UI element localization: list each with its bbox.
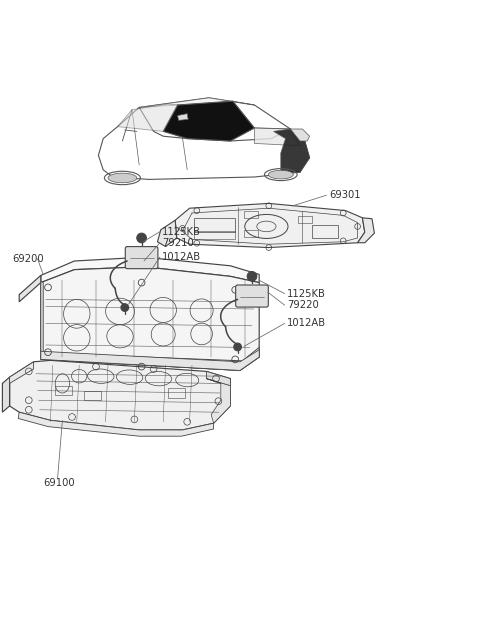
Polygon shape — [19, 281, 259, 370]
Polygon shape — [274, 129, 310, 173]
Polygon shape — [290, 129, 310, 141]
Bar — [244, 211, 258, 218]
Polygon shape — [157, 220, 177, 247]
FancyBboxPatch shape — [236, 285, 268, 307]
Bar — [194, 231, 235, 239]
Polygon shape — [178, 114, 188, 121]
Polygon shape — [206, 379, 230, 423]
Bar — [298, 216, 312, 222]
Ellipse shape — [108, 173, 137, 183]
Text: 1012AB: 1012AB — [287, 318, 326, 328]
Polygon shape — [41, 350, 259, 370]
Bar — [55, 386, 72, 396]
Polygon shape — [206, 371, 230, 386]
Text: 1125KB: 1125KB — [287, 289, 326, 298]
Circle shape — [121, 303, 129, 311]
Polygon shape — [10, 360, 230, 430]
Polygon shape — [175, 203, 365, 248]
Text: 1012AB: 1012AB — [162, 252, 202, 262]
Text: 79210: 79210 — [162, 238, 194, 248]
Polygon shape — [41, 267, 259, 370]
Bar — [244, 231, 258, 237]
Circle shape — [137, 233, 146, 243]
FancyBboxPatch shape — [125, 247, 158, 269]
Polygon shape — [358, 218, 374, 243]
Polygon shape — [163, 101, 254, 141]
Text: 79220: 79220 — [287, 300, 319, 310]
Polygon shape — [118, 104, 178, 132]
Text: 69100: 69100 — [43, 478, 75, 488]
Circle shape — [247, 271, 257, 281]
Polygon shape — [139, 98, 254, 108]
Bar — [312, 224, 338, 238]
Circle shape — [234, 343, 241, 351]
Bar — [194, 218, 235, 232]
Polygon shape — [10, 362, 34, 383]
Ellipse shape — [268, 171, 293, 179]
Text: 69301: 69301 — [329, 190, 360, 200]
Bar — [84, 391, 101, 400]
Text: 69200: 69200 — [12, 253, 44, 264]
Polygon shape — [254, 128, 300, 146]
Text: 1125KB: 1125KB — [162, 227, 201, 237]
Polygon shape — [41, 257, 259, 282]
Polygon shape — [18, 412, 214, 436]
Polygon shape — [19, 276, 41, 302]
Polygon shape — [2, 377, 10, 412]
Bar — [168, 388, 185, 398]
